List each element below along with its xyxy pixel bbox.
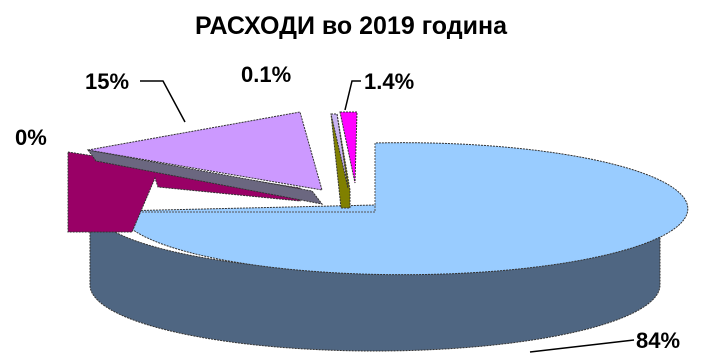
label-84: 84% xyxy=(636,328,680,353)
slice-84 xyxy=(117,142,689,276)
slice-0-1-top xyxy=(330,113,349,189)
label-0-1: 0.1% xyxy=(241,62,291,87)
slice-1-4 xyxy=(339,111,358,184)
leader-15 xyxy=(140,80,186,123)
leader-84 xyxy=(529,339,635,353)
leader-1-4 xyxy=(344,80,361,111)
slice-15-side xyxy=(86,149,324,205)
chart-title: РАСХОДИ во 2019 година xyxy=(195,12,507,40)
slice-0 xyxy=(67,151,301,233)
slice-15 xyxy=(87,111,323,191)
label-1-4: 1.4% xyxy=(364,69,414,94)
label-15: 15% xyxy=(85,69,129,94)
slice-84-side xyxy=(89,204,661,352)
label-0: 0% xyxy=(15,125,47,150)
slice-84-cut-face xyxy=(118,143,376,213)
